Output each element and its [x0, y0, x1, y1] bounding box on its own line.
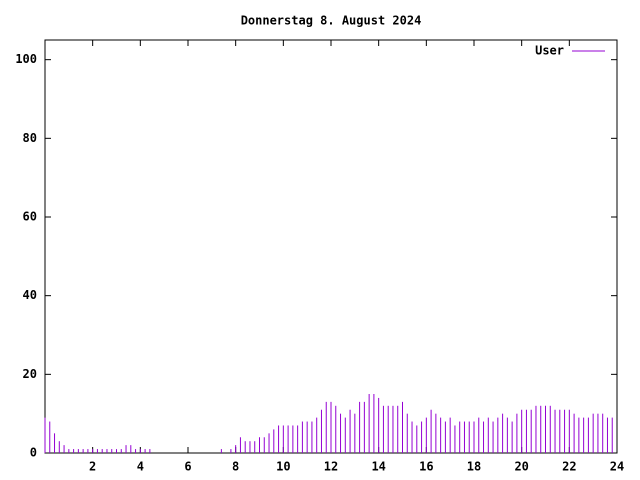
y-tick-label: 80	[23, 131, 37, 145]
x-tick-label: 4	[137, 460, 144, 474]
x-tick-label: 8	[232, 460, 239, 474]
x-tick-label: 10	[276, 460, 290, 474]
y-tick-label: 60	[23, 210, 37, 224]
x-tick-label: 16	[419, 460, 433, 474]
y-tick-label: 100	[15, 52, 37, 66]
x-tick-label: 18	[467, 460, 481, 474]
x-tick-label: 20	[514, 460, 528, 474]
x-tick-label: 14	[371, 460, 385, 474]
x-tick-label: 24	[610, 460, 624, 474]
x-tick-label: 12	[324, 460, 338, 474]
x-tick-label: 6	[184, 460, 191, 474]
plot-frame	[44, 39, 618, 454]
x-tick-label: 2	[89, 460, 96, 474]
legend-label: User	[535, 44, 564, 58]
x-tick-label: 22	[562, 460, 576, 474]
y-tick-label: 20	[23, 367, 37, 381]
chart-title: Donnerstag 8. August 2024	[241, 14, 422, 28]
y-tick-label: 40	[23, 288, 37, 302]
y-tick-label: 0	[30, 446, 37, 460]
